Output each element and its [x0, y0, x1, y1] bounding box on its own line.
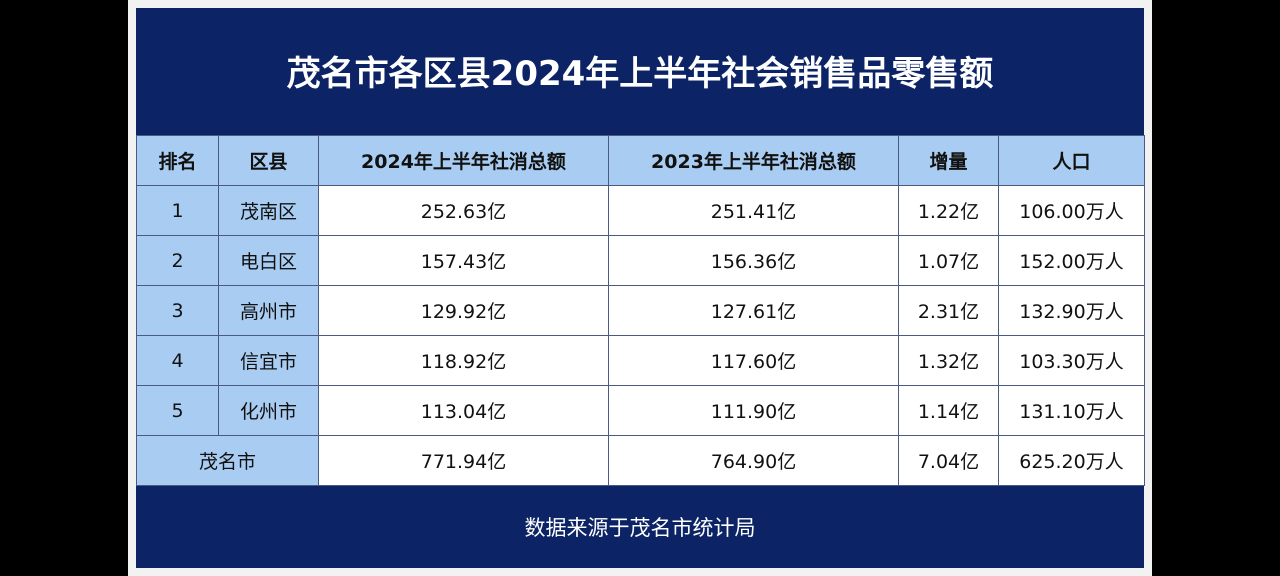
column-header: 人口 [998, 135, 1145, 186]
table-cell: 信宜市 [218, 335, 319, 386]
table-cell: 156.36亿 [608, 235, 899, 286]
table-cell: 252.63亿 [318, 185, 609, 236]
source-note: 数据来源于茂名市统计局 [524, 516, 756, 540]
table-cell: 1.22亿 [898, 185, 999, 236]
table-cell: 113.04亿 [318, 385, 609, 436]
table-cell: 高州市 [218, 285, 319, 336]
table-cell: 1 [136, 185, 219, 236]
table-cell: 132.90万人 [998, 285, 1145, 336]
total-row: 茂名市 771.94亿 764.90亿 7.04亿 625.20万人 [136, 435, 1145, 486]
table-cell: 茂南区 [218, 185, 319, 236]
table-cell: 1.32亿 [898, 335, 999, 386]
table-cell: 1.14亿 [898, 385, 999, 436]
table-cell: 111.90亿 [608, 385, 899, 436]
table-cell: 茂名市 [136, 435, 319, 486]
table-row: 2 电白区 157.43亿 156.36亿 1.07亿 152.00万人 [136, 235, 1145, 286]
table-row: 3 高州市 129.92亿 127.61亿 2.31亿 132.90万人 [136, 285, 1145, 336]
panel: 茂名市各区县2024年上半年社会销售品零售额 排名 区县 2024年上半年社消总额 2… [136, 8, 1145, 568]
table-cell: 764.90亿 [608, 435, 899, 486]
table-cell: 117.60亿 [608, 335, 899, 386]
column-header: 增量 [898, 135, 999, 186]
table-cell: 157.43亿 [318, 235, 609, 286]
table-cell: 771.94亿 [318, 435, 609, 486]
table-cell: 118.92亿 [318, 335, 609, 386]
table-cell: 电白区 [218, 235, 319, 286]
table-cell: 2 [136, 235, 219, 286]
table-row: 5 化州市 113.04亿 111.90亿 1.14亿 131.10万人 [136, 385, 1145, 436]
column-header: 区县 [218, 135, 319, 186]
table-cell: 4 [136, 335, 219, 386]
table-cell: 3 [136, 285, 219, 336]
table: 排名 区县 2024年上半年社消总额 2023年上半年社消总额 增量 人口 1 茂南区 252… [136, 135, 1145, 486]
title: 茂名市各区县2024年上半年社会销售品零售额 [286, 54, 994, 94]
header-row: 排名 区县 2024年上半年社消总额 2023年上半年社消总额 增量 人口 [136, 135, 1145, 186]
table-cell: 129.92亿 [318, 285, 609, 336]
table-cell: 2.31亿 [898, 285, 999, 336]
table-row: 1 茂南区 252.63亿 251.41亿 1.22亿 106.00万人 [136, 185, 1145, 236]
column-header: 2023年上半年社消总额 [608, 135, 899, 186]
column-header: 排名 [136, 135, 219, 186]
table-cell: 127.61亿 [608, 285, 899, 336]
column-header: 2024年上半年社消总额 [318, 135, 609, 186]
table-cell: 5 [136, 385, 219, 436]
table-cell: 152.00万人 [998, 235, 1145, 286]
table-cell: 103.30万人 [998, 335, 1145, 386]
table-cell: 106.00万人 [998, 185, 1145, 236]
table-cell: 131.10万人 [998, 385, 1145, 436]
table-row: 4 信宜市 118.92亿 117.60亿 1.32亿 103.30万人 [136, 335, 1145, 386]
table-cell: 化州市 [218, 385, 319, 436]
table-cell: 7.04亿 [898, 435, 999, 486]
table-cell: 1.07亿 [898, 235, 999, 286]
table-cell: 251.41亿 [608, 185, 899, 236]
table-cell: 625.20万人 [998, 435, 1145, 486]
